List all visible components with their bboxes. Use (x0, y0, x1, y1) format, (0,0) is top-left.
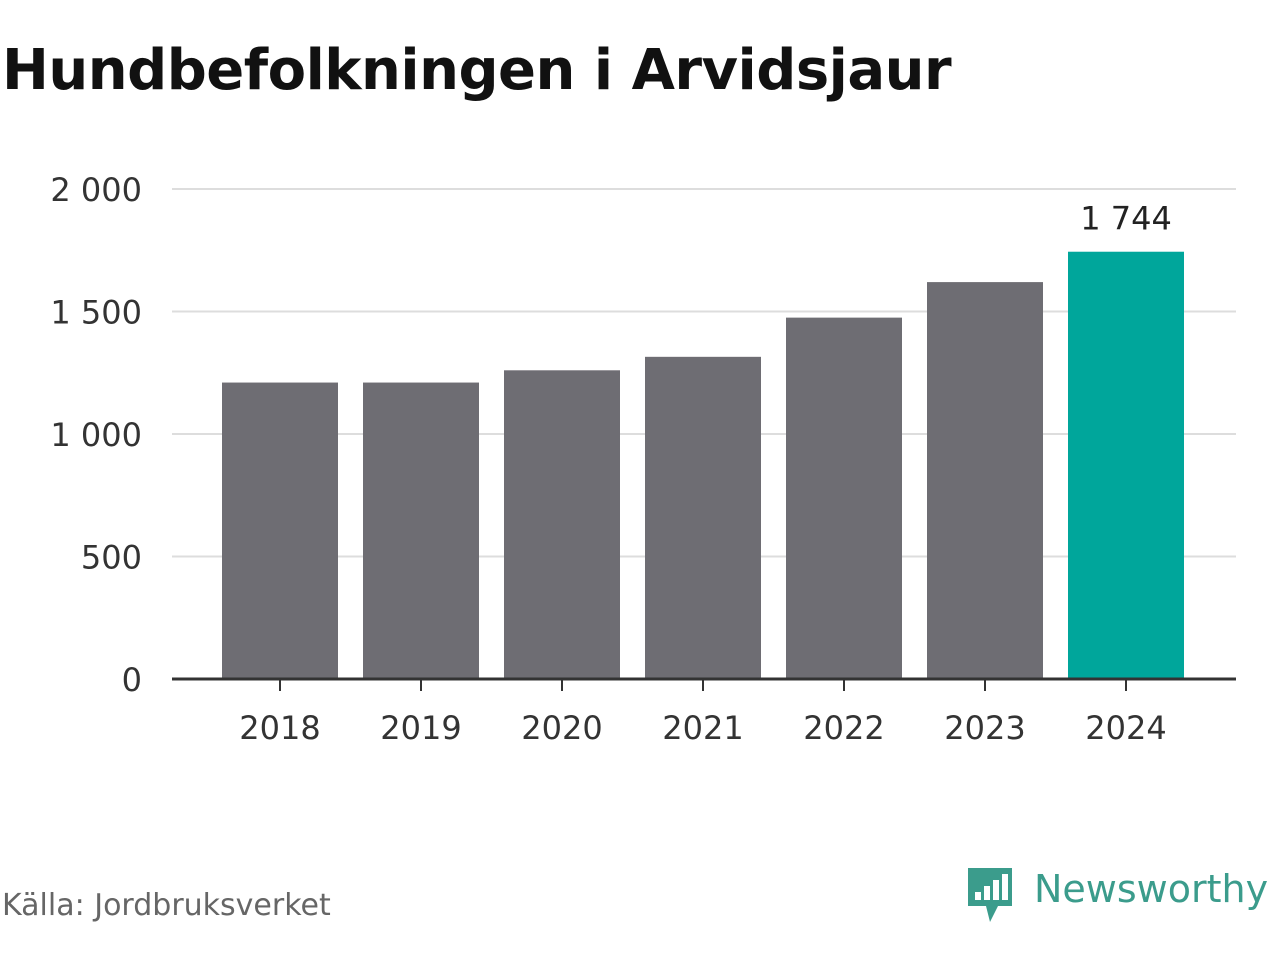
newsworthy-brand[interactable]: Newsworthy (964, 864, 1268, 926)
y-tick-label: 1 000 (50, 416, 142, 454)
bar-2022[interactable] (786, 317, 902, 679)
x-tick-label: 2020 (521, 709, 602, 747)
y-tick-label: 0 (122, 661, 142, 699)
bar-chart: 0 500 1 000 1 500 2 000 2018 2019 2020 2021 2022 2… (50, 171, 1236, 747)
bar-2023[interactable] (927, 282, 1043, 679)
bar-2018[interactable] (222, 382, 338, 679)
x-tick-label: 2022 (803, 709, 884, 747)
y-tick-label: 500 (81, 539, 142, 577)
x-tick-label: 2018 (239, 709, 320, 747)
bar-2019[interactable] (363, 382, 479, 679)
y-tick-label: 1 500 (50, 294, 142, 332)
x-tick-label: 2019 (380, 709, 461, 747)
y-tick-label: 2 000 (50, 171, 142, 209)
source-note: Källa: Jordbruksverket (2, 888, 331, 923)
bar-2024[interactable] (1068, 251, 1184, 679)
x-tick-label: 2024 (1085, 709, 1166, 747)
data-label: 1 744 (1080, 200, 1172, 238)
x-tick-label: 2023 (944, 709, 1025, 747)
x-tick-label: 2021 (662, 709, 743, 747)
bar-2020[interactable] (504, 370, 620, 679)
chart-title: Hundbefolkningen i Arvidsjaur (2, 38, 952, 103)
bar-2021[interactable] (645, 356, 761, 679)
brand-name: Newsworthy (1034, 867, 1269, 911)
newsworthy-logo-icon (968, 868, 1012, 922)
